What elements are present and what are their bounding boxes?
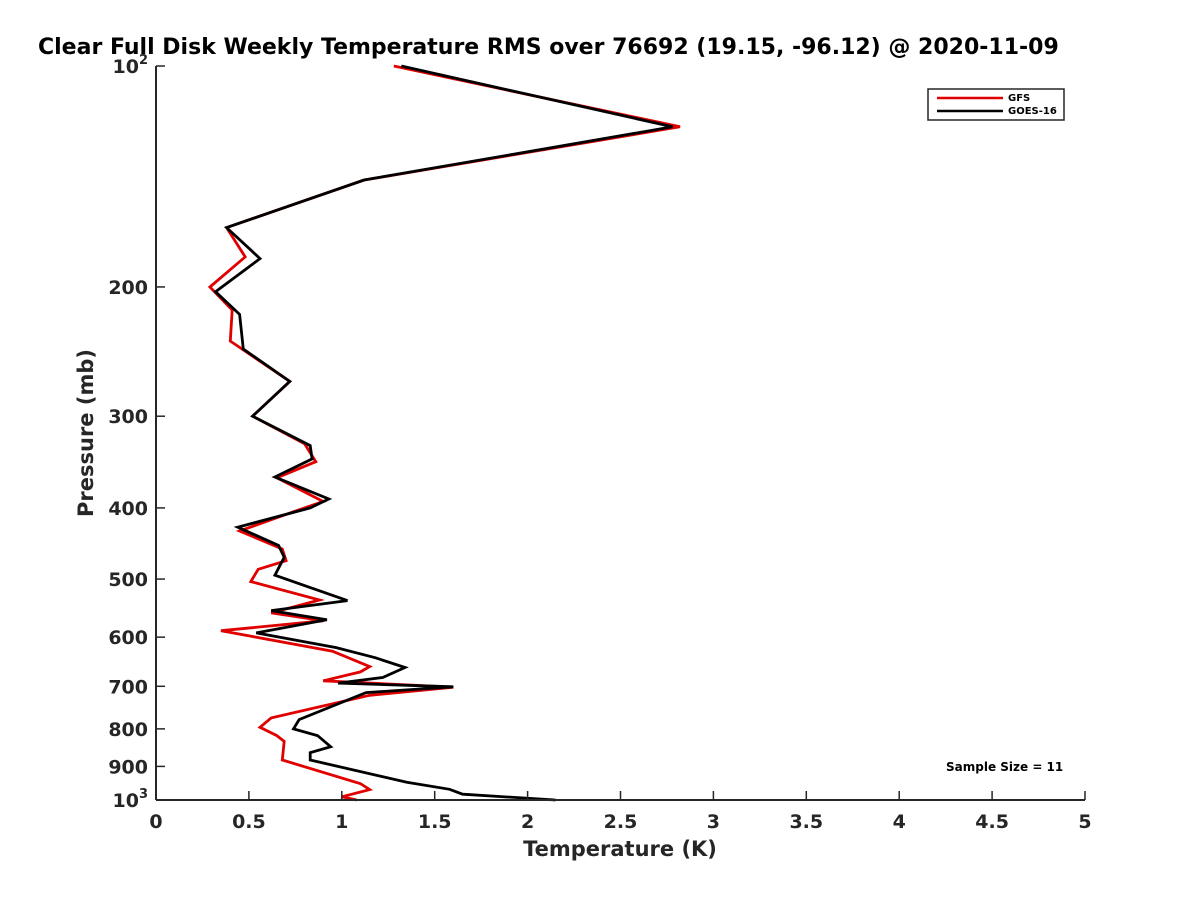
x-tick-label: 1.5 (418, 811, 452, 833)
legend-box (927, 88, 1065, 121)
y-tick-label-base: 10 (113, 56, 139, 78)
sample-size-annotation: Sample Size = 11 (946, 760, 1063, 774)
y-axis-label: Pressure (mb) (74, 349, 98, 517)
series-layer (207, 64, 681, 802)
legend-label-gfs: GFS (1008, 93, 1030, 104)
x-tick-label: 0.5 (232, 811, 266, 833)
legend: GFS GOES-16 (927, 88, 1065, 121)
y-tick-label: 900 (108, 756, 148, 778)
y-tick-label: 103 (113, 787, 149, 812)
x-tick-label: 3.5 (789, 811, 823, 833)
x-tick-label: 5 (1078, 811, 1091, 833)
y-tick-label-base: 200 (108, 277, 148, 299)
y-tick-label-base: 800 (108, 719, 148, 741)
x-tick-label: 1 (335, 811, 348, 833)
y-tick-label-base: 600 (108, 627, 148, 649)
y-tick-label: 600 (108, 627, 148, 649)
x-tick-label: 3 (707, 811, 720, 833)
series-line-goes-16 (213, 64, 673, 802)
series-line-gfs (207, 64, 681, 802)
y-tick-label: 700 (108, 676, 148, 698)
y-tick-label: 200 (108, 277, 148, 299)
y-tick-label-base: 500 (108, 569, 148, 591)
chart-title: Clear Full Disk Weekly Temperature RMS o… (38, 35, 1059, 60)
y-tick-label-base: 300 (108, 406, 148, 428)
y-tick-label-base: 10 (113, 790, 139, 812)
y-tick-label-exponent: 2 (139, 53, 148, 68)
y-tick-label-base: 900 (108, 756, 148, 778)
y-tick-label: 800 (108, 719, 148, 741)
y-tick-label: 102 (113, 53, 149, 78)
legend-label-goes16: GOES-16 (1008, 106, 1057, 117)
x-tick-label: 4 (893, 811, 906, 833)
y-tick-label-exponent: 3 (139, 787, 148, 802)
x-tick-label: 2 (521, 811, 534, 833)
x-axis-label: Temperature (K) (523, 837, 717, 861)
y-tick-label-base: 700 (108, 676, 148, 698)
y-tick-label-base: 400 (108, 498, 148, 520)
x-axis-ticks: 0 0.5 1 1.5 2 2.5 3 3.5 4 4.5 5 (149, 791, 1092, 833)
plot-area (156, 66, 1085, 800)
x-tick-label: 0 (149, 811, 162, 833)
y-tick-label: 500 (108, 569, 148, 591)
x-tick-label: 4.5 (975, 811, 1009, 833)
x-tick-label: 2.5 (604, 811, 638, 833)
y-tick-label: 400 (108, 498, 148, 520)
y-tick-label: 300 (108, 406, 148, 428)
